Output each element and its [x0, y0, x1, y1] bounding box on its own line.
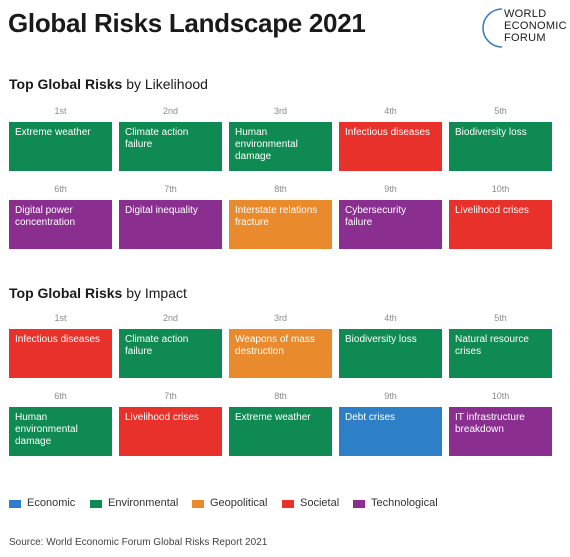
legend-label: Technological	[371, 497, 438, 509]
source-note: Source: World Economic Forum Global Risk…	[9, 537, 268, 548]
impact-heading: Top Global Risks by Impact	[9, 285, 187, 301]
impact-rank-label: 8th	[274, 391, 287, 401]
legend-label: Economic	[27, 497, 76, 509]
legend-swatch	[9, 500, 21, 508]
likelihood-risk-tile: Extreme weather	[9, 122, 112, 171]
impact-risk-tile: Infectious diseases	[9, 329, 112, 378]
likelihood-risk-tile: Human environmental damage	[229, 122, 332, 171]
logo-arc-icon	[482, 8, 503, 48]
impact-rank-label: 6th	[54, 391, 67, 401]
impact-rank-label: 4th	[384, 313, 397, 323]
impact-rank-label: 9th	[384, 391, 397, 401]
impact-rank-label: 7th	[164, 391, 177, 401]
likelihood-risk-tile: Digital power concentration	[9, 200, 112, 249]
likelihood-risk-tile: Livelihood crises	[449, 200, 552, 249]
legend-label: Societal	[300, 497, 340, 509]
likelihood-heading: Top Global Risks by Likelihood	[9, 76, 208, 92]
impact-rank-label: 1st	[54, 313, 67, 323]
impact-risk-tile: Climate action failure	[119, 329, 222, 378]
page-title: Global Risks Landscape 2021	[8, 8, 366, 38]
impact-rank-label: 3rd	[273, 313, 287, 323]
impact-risk-tile: Human environmental damage	[9, 407, 112, 456]
legend-label: Geopolitical	[210, 497, 268, 509]
likelihood-rank-label: 3rd	[273, 106, 287, 116]
likelihood-rank-label: 8th	[274, 184, 287, 194]
likelihood-rank-label: 7th	[164, 184, 177, 194]
impact-rank-label: 5th	[494, 313, 507, 323]
impact-rank-label: 10th	[491, 391, 510, 401]
impact-risk-tile: Natural resource crises	[449, 329, 552, 378]
likelihood-risk-tile: Cybersecurity failure	[339, 200, 442, 249]
legend-label: Environmental	[108, 497, 179, 509]
impact-rank-label: 2nd	[162, 313, 179, 323]
impact-risk-tile: Weapons of mass destruction	[229, 329, 332, 378]
likelihood-rank-label: 6th	[54, 184, 67, 194]
likelihood-rank-label: 2nd	[162, 106, 179, 116]
impact-risk-tile: Livelihood crises	[119, 407, 222, 456]
impact-risk-tile: IT infrastructure breakdown	[449, 407, 552, 456]
likelihood-rank-label: 10th	[491, 184, 510, 194]
likelihood-rank-label: 4th	[384, 106, 397, 116]
wef-logo: WORLD ECONOMIC FORUM	[478, 6, 567, 50]
impact-risk-tile: Extreme weather	[229, 407, 332, 456]
legend-swatch	[282, 500, 294, 508]
likelihood-risk-tile: Interstate relations fracture	[229, 200, 332, 249]
likelihood-risk-tile: Digital inequality	[119, 200, 222, 249]
logo-text: WORLD ECONOMIC FORUM	[504, 8, 567, 44]
likelihood-rank-label: 5th	[494, 106, 507, 116]
legend-swatch	[353, 500, 365, 508]
legend-swatch	[192, 500, 204, 508]
impact-risk-tile: Biodiversity loss	[339, 329, 442, 378]
likelihood-risk-tile: Infectious diseases	[339, 122, 442, 171]
likelihood-rank-label: 9th	[384, 184, 397, 194]
impact-risk-tile: Debt crises	[339, 407, 442, 456]
legend-swatch	[90, 500, 102, 508]
likelihood-rank-label: 1st	[54, 106, 67, 116]
likelihood-risk-tile: Biodiversity loss	[449, 122, 552, 171]
likelihood-risk-tile: Climate action failure	[119, 122, 222, 171]
